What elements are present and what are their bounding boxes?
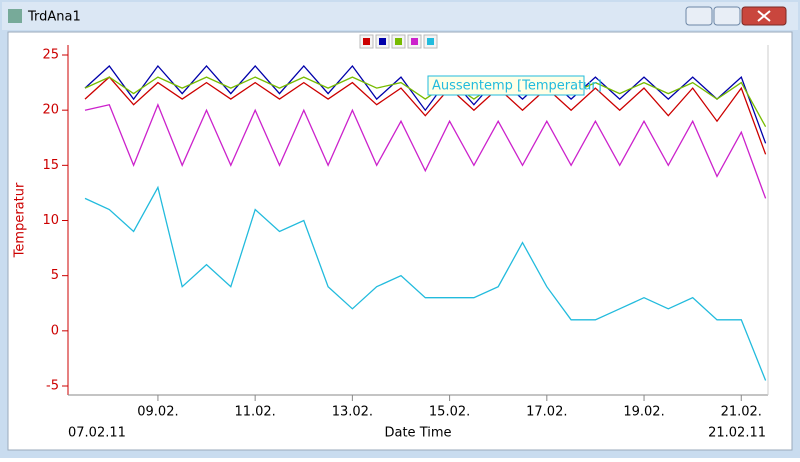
y-tick-label: -5 xyxy=(46,379,59,394)
chart-panel xyxy=(7,31,793,451)
series-line xyxy=(84,64,767,144)
y-tick-label: 20 xyxy=(42,103,59,118)
tooltip-box xyxy=(427,75,585,96)
y-axis-label: Temperatur xyxy=(13,182,28,258)
y-tick-label: 5 xyxy=(51,268,59,283)
y-tick-label: 10 xyxy=(42,213,59,228)
series-line xyxy=(84,76,767,128)
legend-swatch[interactable] xyxy=(411,38,418,45)
x-end-label: 21.02.11 xyxy=(708,426,766,441)
legend-swatch[interactable] xyxy=(379,38,386,45)
x-tick-label: 21.02. xyxy=(721,405,762,420)
series-line xyxy=(84,102,767,199)
maximize-button[interactable] xyxy=(713,6,741,26)
tooltip-text: Aussentemp [Temperatur] xyxy=(432,79,602,94)
legend-swatch[interactable] xyxy=(395,38,402,45)
title-bar xyxy=(2,2,798,30)
x-axis-label: Date Time xyxy=(384,426,451,441)
x-tick-label: 15.02. xyxy=(429,405,470,420)
series-line xyxy=(84,185,767,381)
series-line xyxy=(84,76,767,155)
y-tick-label: 0 xyxy=(51,323,59,338)
window-title: TrdAna1 xyxy=(27,10,81,25)
x-tick-label: 09.02. xyxy=(137,405,178,420)
minimize-button[interactable] xyxy=(685,6,713,26)
y-tick-label: 15 xyxy=(42,158,59,173)
x-start-label: 07.02.11 xyxy=(68,426,126,441)
close-icon xyxy=(757,10,771,22)
y-tick-label: 25 xyxy=(42,48,59,63)
x-tick-label: 17.02. xyxy=(526,405,567,420)
x-tick-label: 11.02. xyxy=(234,405,275,420)
x-tick-label: 19.02. xyxy=(623,405,664,420)
legend-swatch[interactable] xyxy=(363,38,370,45)
x-tick-label: 13.02. xyxy=(332,405,373,420)
app-icon xyxy=(8,9,22,23)
legend-swatch[interactable] xyxy=(427,38,434,45)
